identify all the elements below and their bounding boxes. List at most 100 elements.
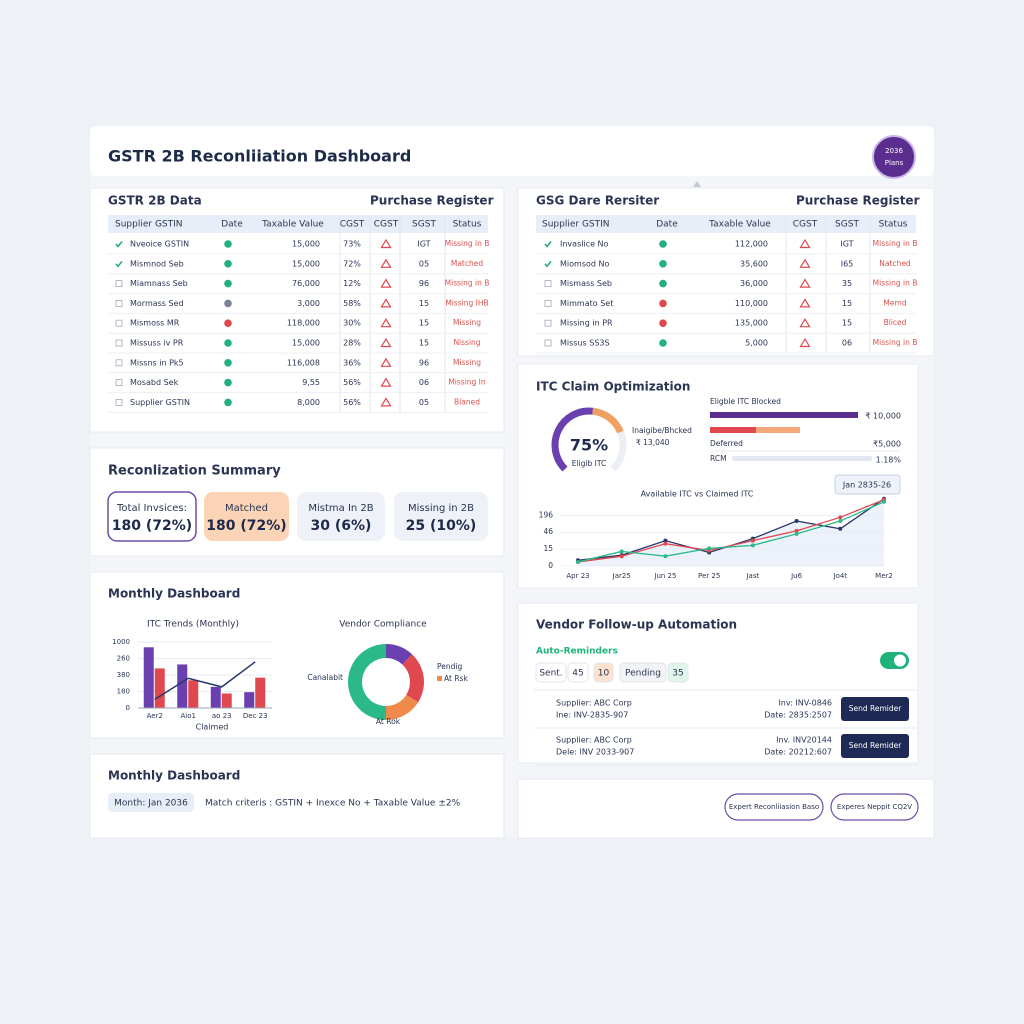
- panel-title: Purchase Register: [370, 194, 494, 208]
- point: [707, 546, 712, 551]
- status-cell: Missing In: [448, 378, 486, 387]
- pie-label: Pendig: [437, 662, 462, 671]
- card-value: 180 (72%): [206, 518, 286, 534]
- status-cell: Matched: [451, 259, 483, 268]
- point: [838, 519, 843, 524]
- y-tick-label: 196: [539, 510, 554, 519]
- header-bar: [90, 126, 934, 176]
- y-tick-label: 1000: [112, 638, 130, 646]
- cell: 110,000: [735, 299, 768, 308]
- bar: [255, 677, 266, 708]
- cell: 28%: [343, 339, 361, 348]
- send-button[interactable]: [841, 697, 909, 721]
- send-button[interactable]: [841, 734, 909, 758]
- column-header: Status: [453, 220, 482, 230]
- bar: [244, 692, 255, 708]
- month-filter: Month: Jan 2036: [114, 799, 188, 809]
- cell: 9,55: [302, 378, 320, 387]
- pie-slice: [386, 644, 413, 665]
- cell: IGT: [417, 240, 430, 249]
- itc-value: ₹5,000: [873, 440, 901, 449]
- check-icon: [544, 260, 552, 268]
- warn-icon: [380, 318, 392, 328]
- card-value: 30 (6%): [311, 518, 372, 534]
- status-cell: Missing: [453, 358, 481, 367]
- supplier: Supplier: ABC Corp: [556, 736, 632, 745]
- column-header: Supplier GSTIN: [542, 220, 610, 230]
- checkbox: [115, 299, 123, 307]
- count-pill: [535, 662, 567, 683]
- invoice: Inv: INV-0846: [778, 699, 832, 708]
- status-cell: Missing in B: [873, 338, 918, 347]
- point: [619, 554, 624, 559]
- y-tick-label: 46: [543, 527, 553, 536]
- cell: Invaslice No: [560, 240, 609, 249]
- divider-arrow: [693, 181, 701, 187]
- cell: Miomsod No: [560, 259, 609, 268]
- supplier: Supplier: ABC Corp: [556, 699, 632, 708]
- panel-title: GSG Dare Rersiter: [536, 194, 659, 208]
- panel-title: Vendor Follow-up Automation: [536, 618, 737, 632]
- cell: 15: [419, 319, 429, 328]
- cell: Mimmato Set: [560, 299, 613, 308]
- gauge-label: Eligib ITC: [572, 459, 607, 468]
- y-tick-label: 260: [117, 655, 130, 663]
- itc-bar: [710, 412, 858, 418]
- action-button[interactable]: [830, 793, 919, 821]
- count: 35: [672, 669, 683, 679]
- cell: 36,000: [740, 279, 768, 288]
- cell: 73%: [343, 240, 361, 249]
- cell: 15: [419, 299, 429, 308]
- status-dot: [659, 339, 667, 347]
- action-button[interactable]: [724, 793, 824, 821]
- badge-text: 2036: [885, 147, 903, 155]
- point: [794, 531, 799, 536]
- x-tick-label: Mer2: [875, 572, 893, 580]
- warn-icon: [799, 318, 811, 328]
- column-header: Status: [879, 220, 908, 230]
- status-dot: [224, 299, 232, 308]
- panel-title: GSTR 2B Data: [108, 194, 202, 208]
- count: Sent.: [539, 669, 562, 679]
- ref: Dele: INV 2033-907: [556, 748, 634, 757]
- area: [578, 498, 884, 566]
- button-label[interactable]: Send Remider: [849, 741, 903, 750]
- card-value: 25 (10%): [406, 518, 477, 534]
- badge: [872, 135, 916, 179]
- panel: [517, 187, 935, 357]
- check-icon: [115, 260, 123, 268]
- cell: 96: [419, 279, 429, 288]
- cell: Supplier GSTIN: [130, 398, 190, 407]
- status-cell: Missing in B: [445, 239, 490, 248]
- month-pill: [108, 793, 194, 812]
- badge-text: Plans: [885, 159, 904, 167]
- itc-bar: [756, 427, 800, 433]
- cell: 05: [419, 259, 429, 268]
- checkbox: [115, 280, 123, 288]
- button-label[interactable]: Experes Neppit CQ2V: [837, 803, 912, 811]
- point: [750, 543, 755, 548]
- cell: Mismnod Seb: [130, 259, 184, 268]
- button-label[interactable]: Expert Reconliiasion Baso: [729, 803, 819, 811]
- y-tick-label: 180: [117, 688, 130, 696]
- button-label[interactable]: Send Remider: [849, 704, 903, 713]
- pie-label: Canalabit: [307, 673, 343, 682]
- warn-icon: [380, 397, 392, 407]
- warn-icon: [380, 377, 392, 387]
- status-dot: [659, 240, 667, 248]
- point: [750, 538, 755, 543]
- cell: 118,000: [287, 319, 320, 328]
- status-dot: [659, 299, 667, 308]
- itc-value: ₹ 13,040: [636, 438, 670, 447]
- x-tick-label: Ju6: [790, 572, 803, 580]
- column-header: Supplier GSTIN: [115, 220, 183, 230]
- cell: Mosabd Sek: [130, 378, 179, 387]
- column-header: SGST: [412, 220, 436, 230]
- pie-slice: [402, 654, 425, 703]
- status-cell: Missing in B: [873, 239, 918, 248]
- column-header: CGST: [793, 220, 818, 230]
- panel: [89, 571, 505, 739]
- itc-bar: [710, 427, 756, 433]
- column-header: Taxable Value: [261, 220, 324, 230]
- column-header: Date: [221, 220, 243, 230]
